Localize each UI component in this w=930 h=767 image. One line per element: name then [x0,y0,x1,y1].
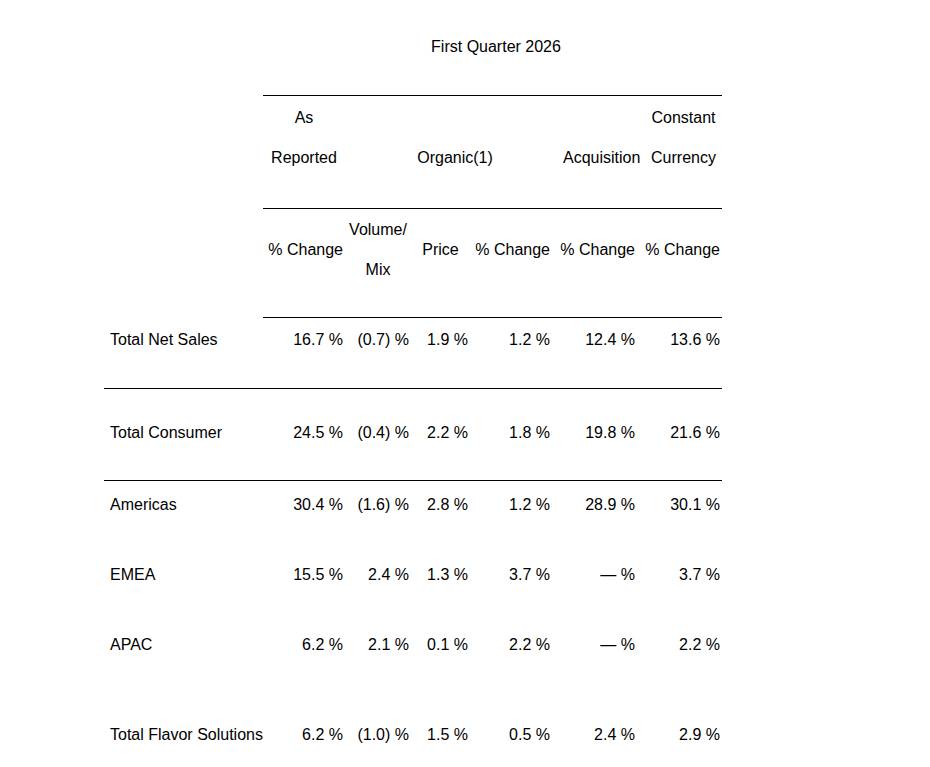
cell-value: 1.9 % [411,330,470,350]
column-header-constant-currency-change: % Change [637,230,722,270]
group-header-as-reported-line1: As [263,98,345,138]
rule-below-total-net-sales [104,388,722,389]
group-header-row: As Reported Organic(1) Acquisition Const… [263,98,722,178]
cell-value: 1.8 % [470,423,552,443]
cell-value: 0.1 % [411,635,470,655]
cell-value: 13.6 % [637,330,722,350]
row-label: Americas [104,495,263,515]
column-header-as-reported-change: % Change [263,230,345,270]
cell-value: 2.1 % [345,635,411,655]
cell-value: — % [552,565,637,585]
cell-value: 1.2 % [470,495,552,515]
cell-value: 15.5 % [263,565,345,585]
cell-value: 2.4 % [345,565,411,585]
cell-value: 1.3 % [411,565,470,585]
cell-value: 3.7 % [637,565,722,585]
group-header-constant-currency: Constant Currency [637,98,722,178]
rule-below-total-consumer [104,480,722,481]
group-header-organic: Organic(1) [345,138,552,178]
cell-value: 2.4 % [552,725,637,745]
group-header-as-reported: As Reported [263,98,345,178]
cell-value: 21.6 % [637,423,722,443]
cell-value: 6.2 % [263,635,345,655]
cell-value: 2.2 % [411,423,470,443]
table-row-total-consumer: Total Consumer 24.5 % (0.4) % 2.2 % 1.8 … [104,423,722,443]
cell-value: — % [552,635,637,655]
table-row-apac: APAC 6.2 % 2.1 % 0.1 % 2.2 % — % 2.2 % [104,635,722,655]
column-header-organic-change: % Change [470,230,552,270]
cell-value: 12.4 % [552,330,637,350]
table-row-emea: EMEA 15.5 % 2.4 % 1.3 % 3.7 % — % 3.7 % [104,565,722,585]
rule-below-column-header [263,317,722,318]
column-header-volume-mix: Volume/ Mix [345,210,411,290]
cell-value: (1.6) % [345,495,411,515]
column-header-price: Price [411,230,470,270]
table-title: First Quarter 2026 [263,37,722,57]
row-label: EMEA [104,565,263,585]
group-header-constant-currency-line1: Constant [645,98,722,138]
cell-value: 3.7 % [470,565,552,585]
column-header-row: % Change Volume/ Mix Price % Change % Ch… [263,209,722,290]
cell-value: 6.2 % [263,725,345,745]
table-row-americas: Americas 30.4 % (1.6) % 2.8 % 1.2 % 28.9… [104,495,722,515]
document-page: First Quarter 2026 As Reported Organic(1… [0,0,930,767]
cell-value: 2.9 % [637,725,722,745]
group-header-acquisition: Acquisition [552,138,637,178]
row-label: Total Net Sales [104,330,263,350]
cell-value: 28.9 % [552,495,637,515]
cell-value: (1.0) % [345,725,411,745]
column-header-volume-mix-line2: Mix [345,250,411,290]
group-header-constant-currency-line2: Currency [645,138,722,178]
cell-value: 2.2 % [637,635,722,655]
row-label: Total Consumer [104,423,263,443]
cell-value: 30.4 % [263,495,345,515]
column-header-volume-mix-line1: Volume/ [345,210,411,250]
cell-value: 1.2 % [470,330,552,350]
cell-value: 1.5 % [411,725,470,745]
table-row-total-net-sales: Total Net Sales 16.7 % (0.7) % 1.9 % 1.2… [104,330,722,350]
cell-value: 2.8 % [411,495,470,515]
cell-value: 19.8 % [552,423,637,443]
column-header-acquisition-change: % Change [552,230,637,270]
rule-above-group-header [263,95,722,96]
cell-value: 24.5 % [263,423,345,443]
group-header-as-reported-line2: Reported [263,138,345,178]
cell-value: 30.1 % [637,495,722,515]
row-label: APAC [104,635,263,655]
table-row-total-flavor-solutions: Total Flavor Solutions 6.2 % (1.0) % 1.5… [104,725,722,745]
cell-value: 2.2 % [470,635,552,655]
cell-value: (0.4) % [345,423,411,443]
cell-value: 16.7 % [263,330,345,350]
cell-value: (0.7) % [345,330,411,350]
row-label: Total Flavor Solutions [104,725,263,745]
cell-value: 0.5 % [470,725,552,745]
